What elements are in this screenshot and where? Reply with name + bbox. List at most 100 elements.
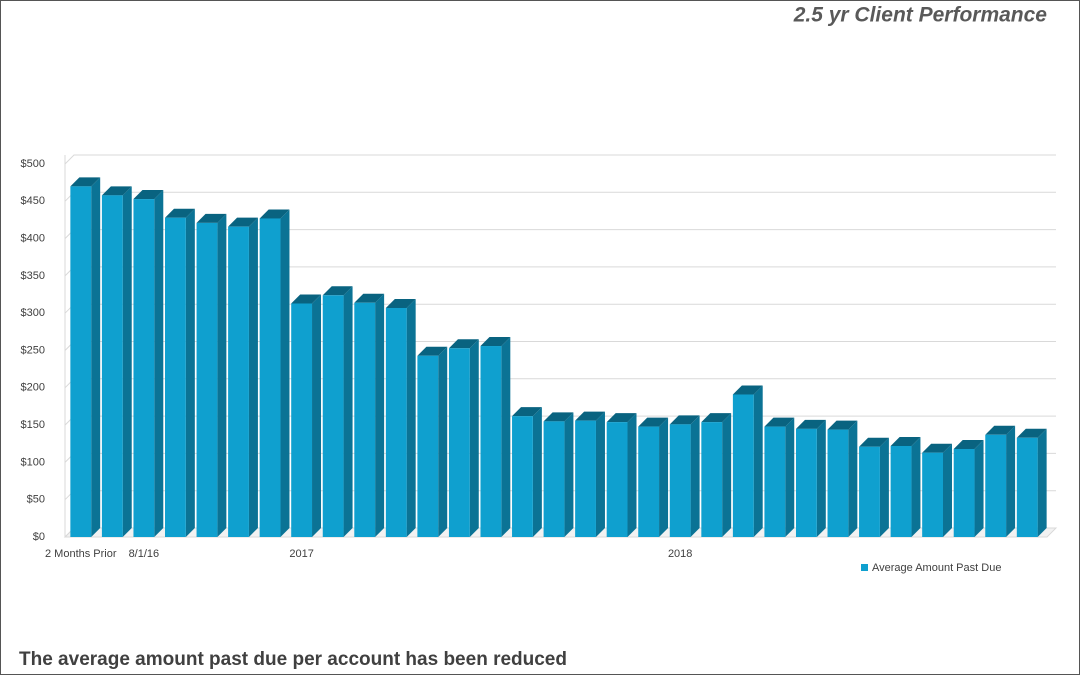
bar-side	[248, 217, 258, 537]
bar-side	[911, 436, 921, 537]
bar-side	[690, 415, 700, 537]
bar	[922, 443, 952, 537]
bar	[890, 436, 921, 537]
bar-top	[701, 413, 732, 423]
bar-front	[859, 446, 880, 537]
bar-side	[154, 190, 164, 537]
bar	[638, 417, 669, 537]
legend-swatch	[861, 564, 868, 571]
bar-front	[922, 452, 943, 537]
bar-front	[701, 422, 723, 537]
bar	[732, 385, 763, 537]
bar-side	[753, 385, 763, 537]
bar-front	[1016, 437, 1038, 537]
bar-side	[974, 439, 984, 537]
bar-side	[595, 411, 605, 537]
bar	[322, 286, 353, 537]
bar-front	[606, 422, 628, 537]
bar-top	[669, 415, 700, 425]
bar	[385, 298, 416, 537]
bar-front	[827, 429, 849, 537]
bar	[701, 413, 732, 537]
bar	[101, 186, 132, 537]
bar-top	[417, 346, 448, 356]
chart-title: 2.5 yr Client Performance	[793, 4, 1048, 27]
bar-front	[259, 218, 281, 537]
bar-side	[879, 437, 889, 537]
bar-front	[354, 302, 376, 537]
bar-side	[785, 417, 795, 537]
bar-top	[101, 186, 132, 196]
bar-top	[228, 217, 258, 227]
bar-side	[185, 208, 195, 537]
bar-side	[532, 407, 542, 537]
bar-top	[480, 337, 511, 347]
legend-label: Average Amount Past Due	[872, 562, 1001, 574]
bar-top	[165, 208, 195, 218]
bar-top	[259, 209, 290, 219]
bar	[953, 439, 984, 537]
x-tick-label: 2018	[668, 548, 692, 560]
bar-side	[848, 420, 858, 537]
bar-front	[985, 434, 1007, 537]
y-tick-label: $350	[21, 270, 45, 282]
bar-front	[575, 420, 596, 537]
bar-top	[133, 190, 164, 200]
bar-top	[859, 437, 889, 447]
y-tick-label: $400	[21, 233, 45, 245]
bar-front	[228, 226, 249, 537]
bar-top	[795, 419, 826, 429]
bar-side	[343, 286, 353, 537]
bar-side	[1037, 428, 1047, 537]
bar-top	[985, 425, 1016, 435]
y-tick-label: $150	[21, 419, 45, 431]
bar-top	[448, 339, 479, 349]
bar-side	[469, 339, 479, 537]
bar-side	[816, 419, 826, 537]
bar-front	[732, 394, 754, 537]
bar-top	[354, 293, 385, 303]
bar-top	[890, 436, 921, 446]
bar-top	[953, 439, 984, 449]
bar	[228, 217, 258, 537]
bar	[669, 415, 700, 537]
y-tick-label: $450	[21, 195, 45, 207]
bar-side	[91, 177, 101, 537]
bar-side	[406, 298, 416, 537]
bar	[133, 190, 164, 537]
bar-side	[1006, 425, 1016, 537]
bar	[512, 407, 542, 537]
bar-side	[122, 186, 132, 537]
grid-line	[64, 191, 1056, 202]
bar-side	[280, 209, 290, 537]
bar-top	[512, 407, 542, 417]
bar-front	[448, 348, 470, 537]
bar-side	[942, 443, 952, 537]
y-tick-label: $250	[21, 344, 45, 356]
bar-front	[480, 346, 502, 537]
bar-front	[417, 355, 439, 537]
bar-top	[922, 443, 952, 453]
bar-side	[312, 294, 322, 537]
bar-top	[543, 412, 574, 422]
bar	[448, 339, 479, 537]
bar	[795, 419, 826, 537]
bar	[480, 337, 511, 537]
bar-front	[70, 186, 92, 537]
bar-front	[165, 217, 186, 537]
bar	[70, 177, 101, 537]
y-tick-label: $0	[33, 531, 45, 543]
bar-top	[385, 298, 416, 308]
bar	[291, 294, 322, 537]
bar	[543, 412, 574, 537]
bar	[827, 420, 858, 537]
bar	[196, 213, 227, 537]
bar	[417, 346, 448, 537]
bar-front	[385, 307, 407, 537]
y-tick-label: $500	[21, 158, 45, 170]
bar-side	[627, 413, 637, 537]
bar	[1016, 428, 1047, 537]
bar-front	[322, 295, 344, 537]
